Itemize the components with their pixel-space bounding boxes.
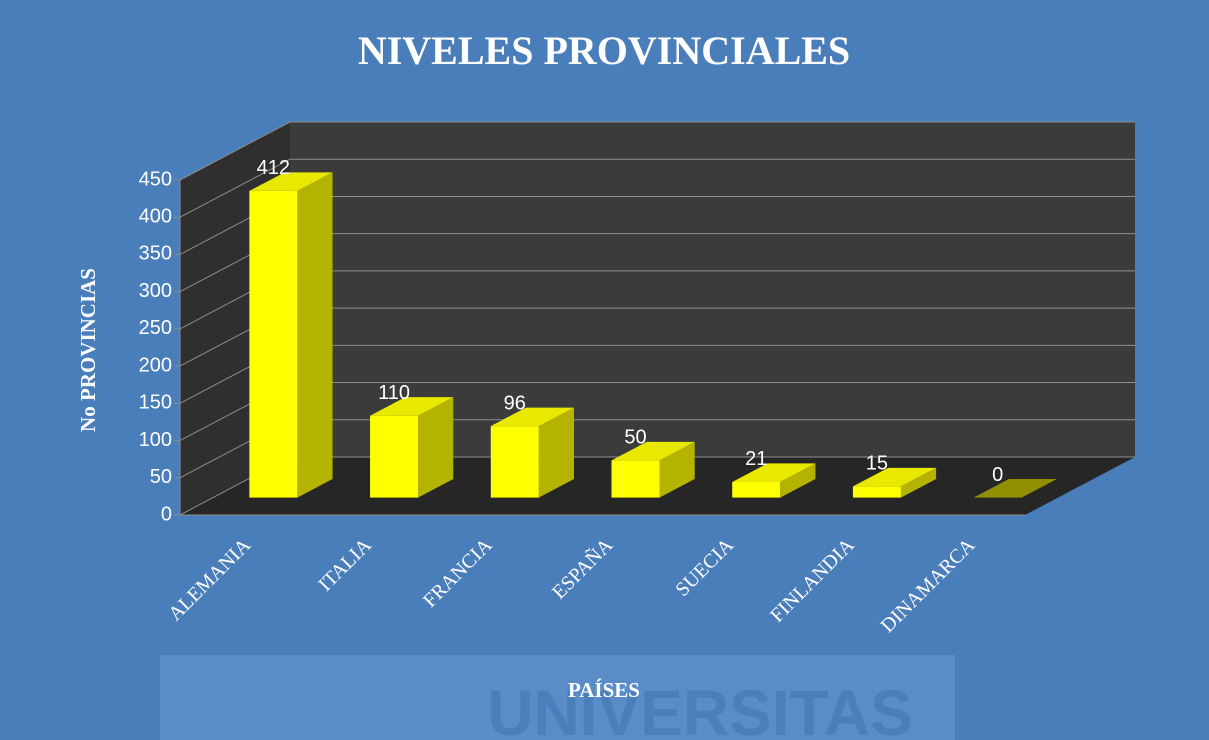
y-tick-label: 100 — [139, 429, 172, 451]
bar — [611, 441, 695, 498]
bar-front — [852, 486, 901, 498]
bar — [370, 397, 454, 498]
x-axis-label: PAÍSES — [568, 678, 640, 702]
bar-side — [659, 441, 695, 498]
bar-front — [732, 481, 781, 498]
grid-line — [179, 121, 1135, 181]
y-tick-label: 400 — [139, 206, 172, 228]
data-label: 50 — [624, 427, 646, 449]
grid-line — [179, 158, 1135, 218]
bar-front — [249, 190, 298, 498]
bar-side — [297, 172, 333, 498]
watermark: UNIVERSITAS — [487, 677, 913, 740]
bar — [852, 467, 937, 498]
data-label: 110 — [378, 382, 410, 404]
y-tick-label: 200 — [139, 354, 172, 376]
y-axis-label: No PROVINCIAS — [76, 268, 100, 432]
y-tick-label: 300 — [139, 280, 172, 302]
bar-top — [732, 463, 816, 482]
bar-front — [611, 460, 660, 498]
watermark-box — [160, 655, 955, 740]
bar-front — [490, 426, 539, 498]
bar-side — [538, 407, 574, 498]
data-label: 0 — [992, 464, 1003, 486]
bar-side — [900, 467, 937, 498]
data-label: 15 — [866, 453, 888, 475]
y-tick-label: 450 — [139, 168, 172, 190]
bar-top — [490, 407, 574, 427]
data-label: 21 — [745, 448, 767, 470]
bar-side — [780, 463, 816, 498]
bar-top — [611, 441, 695, 461]
bar — [490, 407, 574, 498]
data-label: 96 — [504, 392, 526, 414]
bar — [732, 463, 816, 498]
bar — [973, 479, 1057, 498]
bar-top — [370, 397, 454, 416]
bar-top — [852, 467, 937, 487]
y-tick-label: 150 — [139, 392, 172, 414]
y-tick-label: 50 — [150, 466, 172, 488]
bar-front — [370, 415, 419, 498]
bar-side — [418, 397, 454, 498]
bar-top — [249, 172, 333, 191]
data-label: 412 — [257, 157, 290, 179]
y-tick-label: 350 — [139, 243, 172, 265]
y-tick-label: 0 — [161, 503, 172, 525]
bar — [249, 172, 333, 498]
y-tick-label: 250 — [139, 317, 172, 339]
chart-title: NIVELES PROVINCIALES — [358, 28, 850, 73]
back-wall — [290, 122, 1135, 457]
bar-top — [973, 479, 1057, 498]
